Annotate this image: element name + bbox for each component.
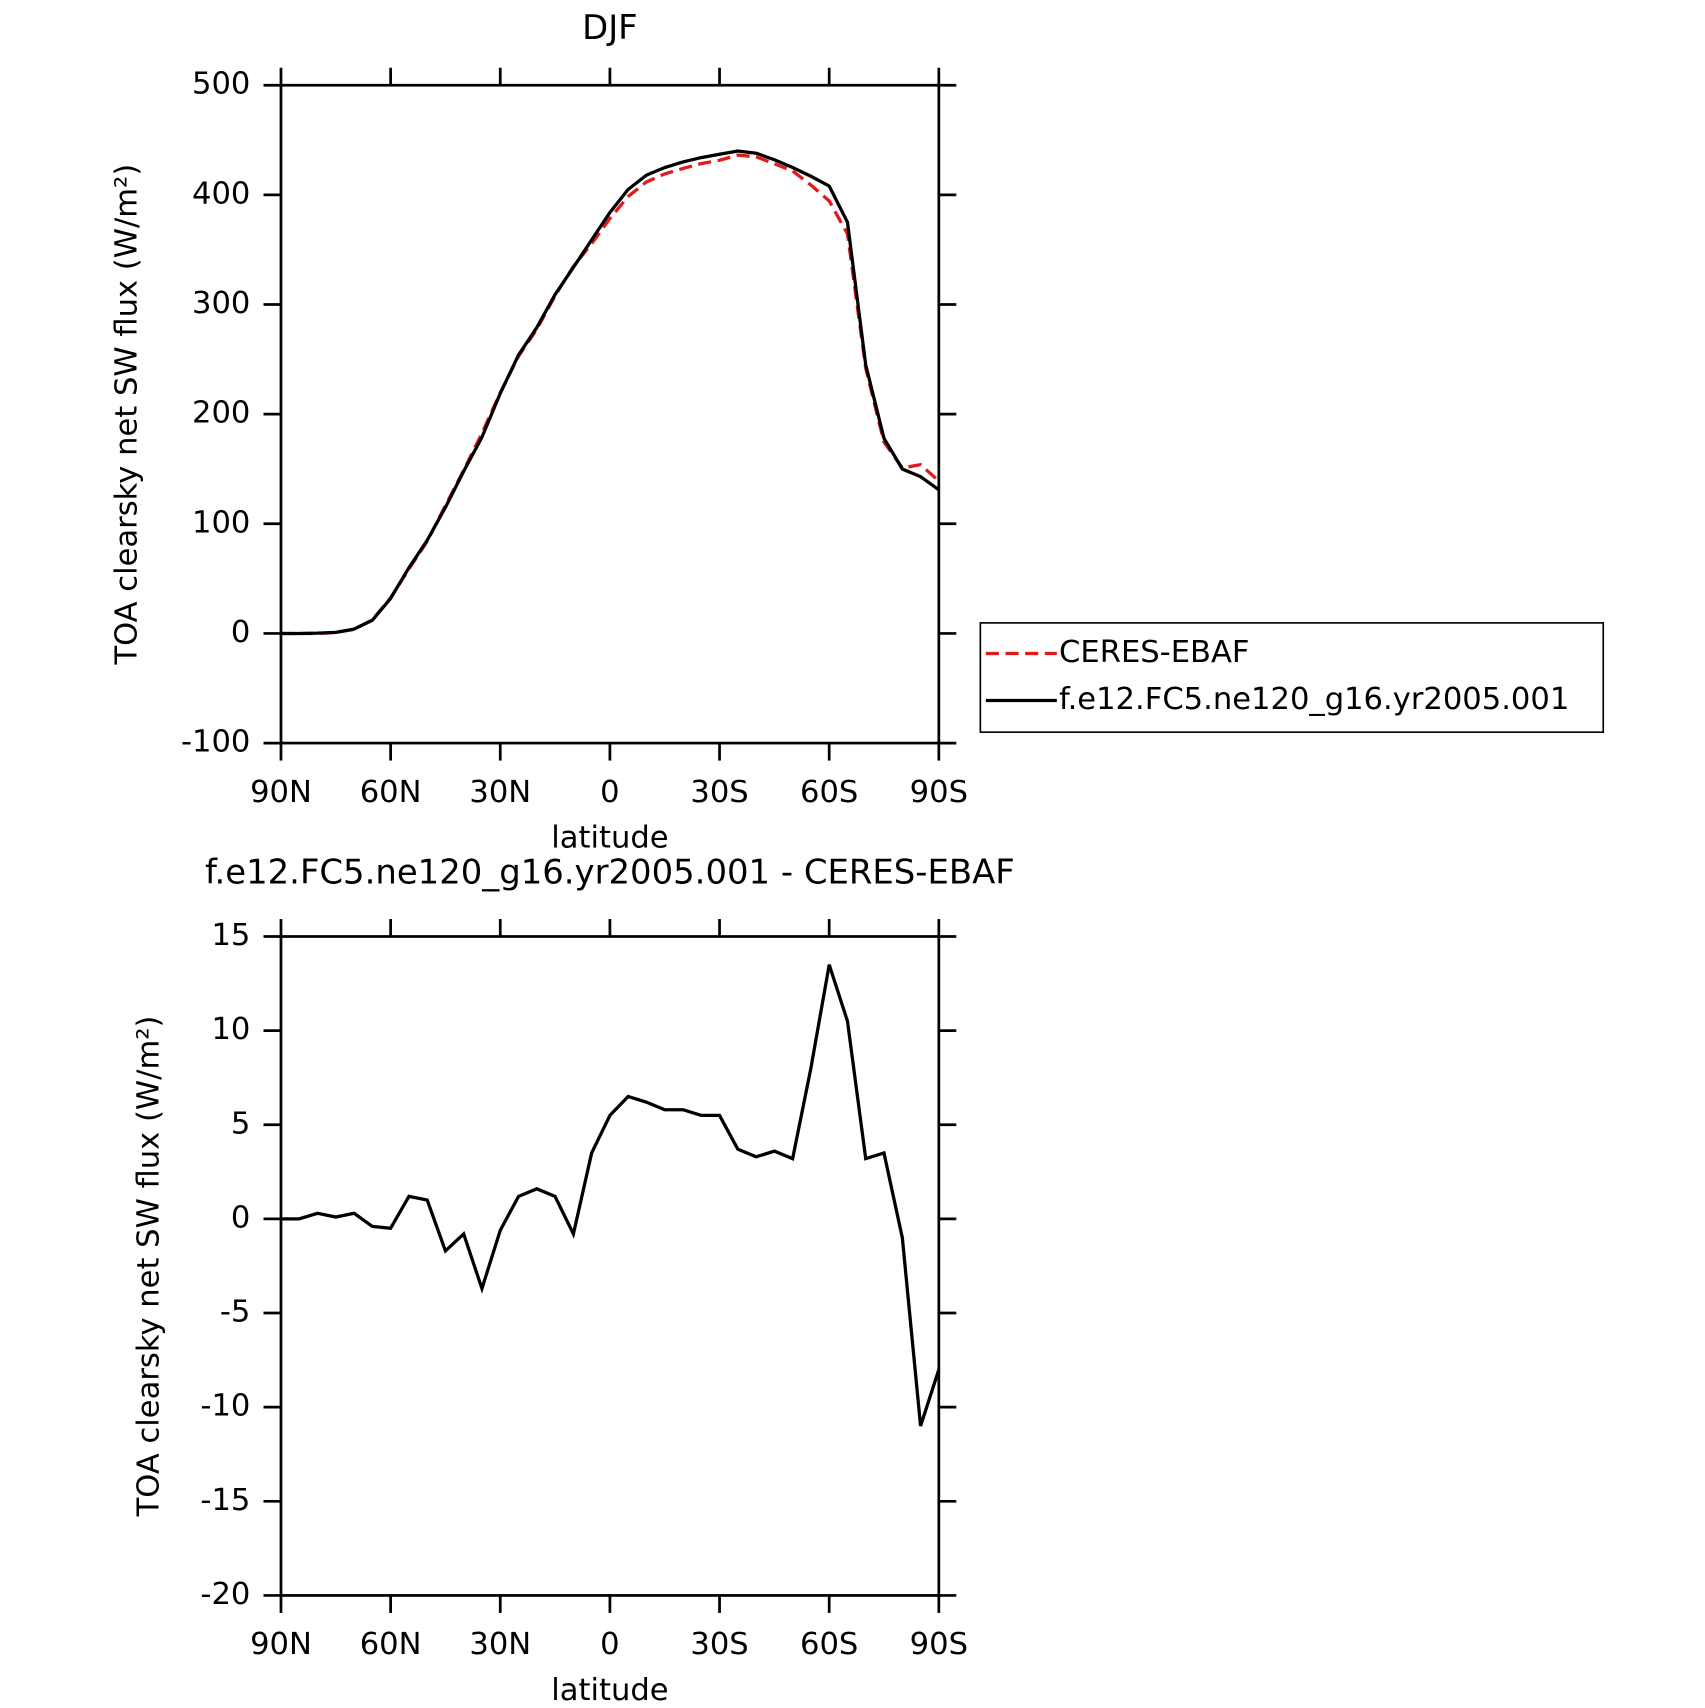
x-tick-label: 0 xyxy=(600,775,619,810)
legend-label: CERES-EBAF xyxy=(1059,635,1250,670)
y-tick-label: 0 xyxy=(231,615,250,650)
legend-box xyxy=(979,622,1605,733)
data-line xyxy=(280,153,940,636)
y-tick-label: 300 xyxy=(192,286,250,321)
data-line xyxy=(280,149,940,636)
y-tick-label: -10 xyxy=(200,1389,250,1424)
y-tick-label: 100 xyxy=(192,505,250,540)
x-axis-label: latitude xyxy=(551,821,668,856)
x-tick-label: 90N xyxy=(250,775,312,810)
y-tick-label: -100 xyxy=(181,725,250,760)
x-axis-label: latitude xyxy=(551,1673,668,1708)
x-tick-label: 30N xyxy=(469,1627,531,1662)
y-tick-label: 500 xyxy=(192,67,250,102)
plot-frame xyxy=(279,83,941,745)
x-tick-label: 90S xyxy=(910,1627,968,1662)
x-tick-label: 30S xyxy=(690,775,748,810)
legend-label: f.e12.FC5.ne120_g16.yr2005.001 xyxy=(1059,682,1569,717)
y-tick-label: -5 xyxy=(220,1295,251,1330)
chart-title: DJF xyxy=(582,8,638,47)
y-tick-label: 15 xyxy=(211,918,250,953)
y-tick-label: 10 xyxy=(211,1012,250,1047)
x-tick-label: 60S xyxy=(800,1627,858,1662)
chart-title: f.e12.FC5.ne120_g16.yr2005.001 - CERES-E… xyxy=(205,853,1015,892)
x-tick-label: 30S xyxy=(690,1627,748,1662)
x-tick-label: 60S xyxy=(800,775,858,810)
y-tick-label: 5 xyxy=(231,1106,250,1141)
y-tick-label: 400 xyxy=(192,176,250,211)
plot-frame xyxy=(279,935,941,1597)
x-tick-label: 60N xyxy=(360,1627,422,1662)
y-axis-label: TOA clearsky net SW flux (W/m²) xyxy=(109,164,144,666)
x-tick-label: 90S xyxy=(910,775,968,810)
data-line xyxy=(280,964,941,1427)
x-tick-label: 60N xyxy=(360,775,422,810)
y-tick-label: -15 xyxy=(200,1483,250,1518)
x-tick-label: 90N xyxy=(250,1627,312,1662)
x-tick-label: 0 xyxy=(600,1627,619,1662)
y-tick-label: 0 xyxy=(231,1200,250,1235)
y-tick-label: -20 xyxy=(200,1577,250,1612)
y-axis-label: TOA clearsky net SW flux (W/m²) xyxy=(131,1016,166,1518)
y-tick-label: 200 xyxy=(192,396,250,431)
x-tick-label: 30N xyxy=(469,775,531,810)
